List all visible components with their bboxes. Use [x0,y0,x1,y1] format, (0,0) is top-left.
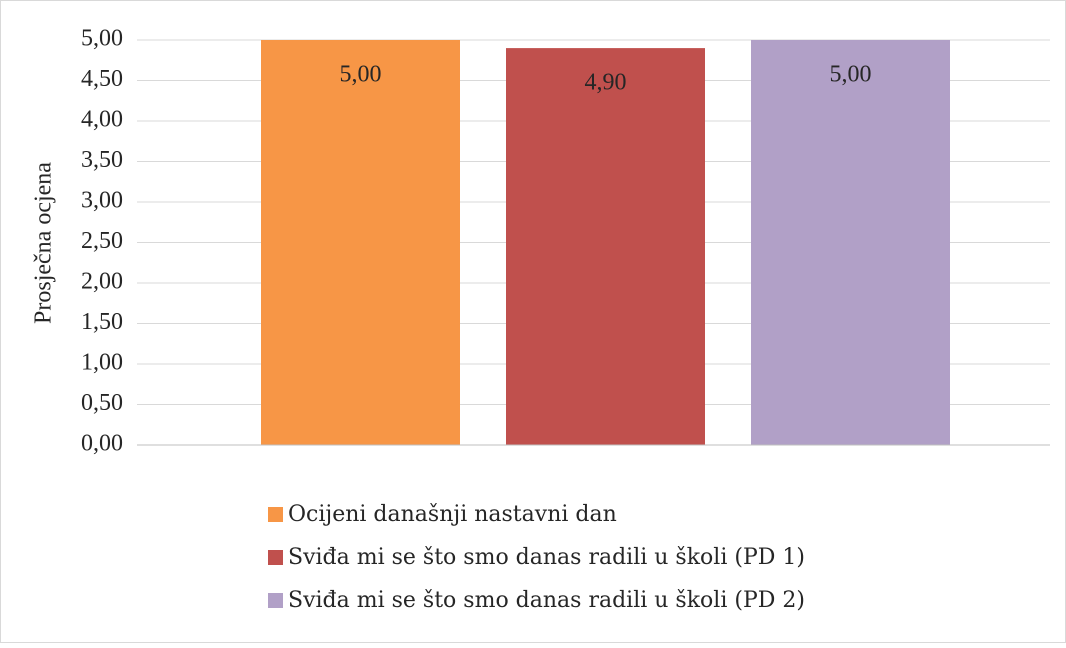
y-tick-label: 5,00 [81,26,123,52]
y-tick-label: 4,00 [81,107,123,133]
y-tick-label: 4,50 [81,66,123,92]
y-tick-label: 3,00 [81,188,123,214]
data-label: 5,00 [830,62,872,88]
bar [261,40,460,445]
y-tick-label: 1,50 [81,309,123,335]
y-tick-label: 0,00 [81,431,123,457]
data-label: 4,90 [585,70,627,96]
legend-label: Sviđa mi se što smo danas radili u školi… [288,588,805,613]
legend-swatch [268,550,283,565]
y-tick-label: 1,00 [81,350,123,376]
y-tick-label: 2,50 [81,228,123,254]
y-axis-label: Prosječna ocjena [31,162,57,324]
y-tick-label: 0,50 [81,390,123,416]
legend-swatch [268,507,283,522]
legend-label: Ocijeni današnji nastavni dan [288,502,617,527]
data-label: 5,00 [340,62,382,88]
y-tick-label: 2,00 [81,269,123,295]
legend-label: Sviđa mi se što smo danas radili u školi… [288,545,805,570]
legend-swatch [268,593,283,608]
bar [506,48,705,445]
bar [751,40,950,445]
y-tick-label: 3,50 [81,147,123,173]
